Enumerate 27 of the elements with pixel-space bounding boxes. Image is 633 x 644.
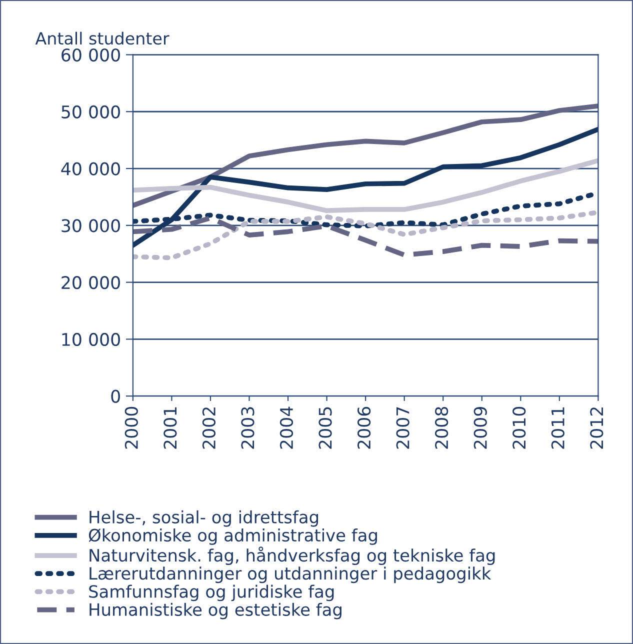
- y-tick-label: 40 000: [61, 162, 120, 176]
- x-tick-label: 2005: [318, 407, 332, 449]
- legend-label: Samfunnsfag og juridiske fag: [89, 584, 334, 602]
- y-tick-label: 0: [111, 390, 120, 403]
- y-tick-label: 60 000: [62, 48, 120, 62]
- x-tick-label: 2007: [396, 407, 410, 449]
- x-tick-label: 2011: [551, 407, 564, 449]
- y-tick-label: 30 000: [62, 219, 120, 232]
- y-tick-label: 10 000: [62, 332, 120, 346]
- x-tick-label: 2004: [280, 406, 294, 449]
- x-tick-label: 2003: [241, 407, 254, 449]
- y-axis-title: Antall studenter: [35, 32, 170, 45]
- x-tick-label: 2008: [435, 406, 448, 449]
- y-tick-label: 50 000: [62, 105, 120, 118]
- x-tick-label: 2002: [202, 408, 216, 449]
- x-tick-label: 2010: [512, 406, 526, 449]
- legend-label: Lærerutdanninger og utdanninger i pedagogikk: [90, 566, 492, 584]
- x-tick-label: 2012: [590, 408, 604, 449]
- x-tick-label: 2006: [357, 406, 371, 449]
- legend-label: Økonomiske og administrative fag: [88, 528, 377, 545]
- legend-label: Helse-, sosial- og idrettsfag: [90, 510, 318, 527]
- legend-label: Humanistiske og estetiske fag: [90, 602, 342, 620]
- x-tick-label: 2000: [124, 406, 138, 449]
- x-tick-label: 2001: [164, 407, 177, 449]
- x-tick-label: 2009: [474, 407, 487, 449]
- legend-label: Naturvitensk. fag, håndverksfag og tekniske fag: [90, 546, 495, 565]
- y-tick-label: 20 000: [62, 276, 120, 290]
